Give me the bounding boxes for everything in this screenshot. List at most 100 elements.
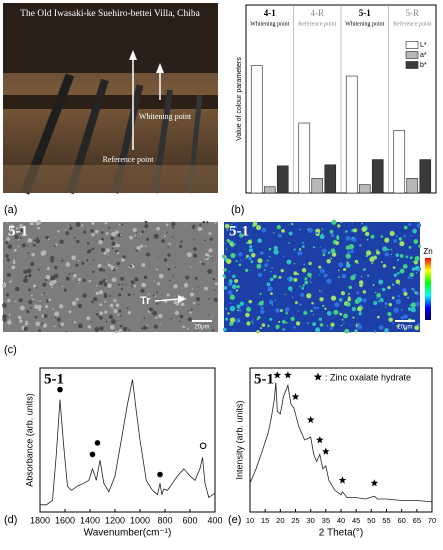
legend-symbol <box>313 372 323 381</box>
texture <box>388 302 393 307</box>
texture <box>205 256 208 259</box>
texture <box>166 231 168 234</box>
texture <box>302 284 305 287</box>
texture <box>384 237 390 243</box>
arrow <box>154 298 181 302</box>
texture <box>195 297 201 302</box>
texture <box>208 298 211 300</box>
texture <box>304 309 308 313</box>
texture <box>360 275 363 278</box>
texture <box>245 304 248 307</box>
texture <box>399 241 405 247</box>
texture <box>65 262 71 267</box>
texture <box>145 252 151 257</box>
texture <box>373 330 377 333</box>
texture <box>23 278 28 283</box>
texture <box>99 303 103 307</box>
texture <box>222 254 227 259</box>
texture <box>52 308 55 311</box>
category-label: 5-1 <box>359 8 371 18</box>
texture <box>189 292 195 297</box>
texture <box>88 279 92 283</box>
x-tick-label: 25 <box>291 516 299 525</box>
category-label: 4-1 <box>264 8 276 18</box>
bar <box>263 186 276 194</box>
texture <box>98 239 103 245</box>
texture <box>329 229 334 234</box>
texture <box>189 311 192 314</box>
texture <box>235 260 238 263</box>
texture <box>285 321 288 324</box>
texture <box>384 328 389 333</box>
texture <box>42 323 47 328</box>
texture <box>214 221 217 225</box>
texture <box>243 259 245 261</box>
texture <box>275 324 280 329</box>
texture <box>158 313 163 319</box>
texture <box>178 320 181 323</box>
texture <box>42 292 45 295</box>
texture <box>354 329 358 333</box>
texture <box>261 300 264 303</box>
texture <box>66 276 69 279</box>
texture <box>389 230 395 237</box>
texture <box>248 248 253 253</box>
texture <box>375 250 378 252</box>
texture <box>105 248 110 253</box>
texture <box>8 313 11 316</box>
texture <box>75 222 81 227</box>
texture <box>357 306 362 312</box>
texture <box>362 298 367 303</box>
texture <box>38 329 42 332</box>
texture <box>163 258 168 262</box>
texture <box>341 273 347 279</box>
texture <box>338 276 340 278</box>
texture <box>118 329 122 333</box>
texture <box>93 297 98 302</box>
texture <box>338 269 340 272</box>
texture <box>407 307 412 311</box>
texture <box>82 278 86 283</box>
texture <box>245 257 247 259</box>
texture <box>340 324 343 327</box>
texture <box>6 237 11 241</box>
texture <box>261 323 266 327</box>
texture <box>288 231 293 236</box>
colorbar-label: Zn <box>423 247 432 256</box>
texture <box>275 308 280 313</box>
texture <box>245 268 249 273</box>
texture <box>319 268 325 274</box>
texture <box>410 302 417 308</box>
texture <box>247 255 253 261</box>
panel-label: (b) <box>231 204 244 216</box>
texture <box>77 259 80 262</box>
texture <box>65 331 67 333</box>
texture <box>10 229 13 232</box>
texture <box>34 315 38 319</box>
texture <box>135 237 137 239</box>
texture <box>53 265 58 270</box>
texture <box>233 225 238 229</box>
texture <box>415 221 417 224</box>
category-note: Reference point <box>298 20 336 27</box>
texture <box>411 267 416 271</box>
texture <box>226 229 229 231</box>
peak-marker <box>199 442 207 450</box>
texture <box>155 268 158 271</box>
texture <box>61 285 64 288</box>
texture <box>66 244 68 246</box>
texture <box>239 301 244 306</box>
texture <box>180 302 185 307</box>
texture <box>118 223 121 226</box>
texture <box>223 276 227 279</box>
x-tick-label: 40 <box>337 516 345 525</box>
texture <box>29 306 32 309</box>
texture <box>52 279 57 284</box>
texture <box>408 223 412 227</box>
x-tick-label: 1800 <box>30 515 50 525</box>
texture <box>299 292 305 298</box>
texture <box>403 225 408 230</box>
texture <box>7 244 13 249</box>
texture <box>23 326 28 331</box>
texture <box>411 278 413 280</box>
